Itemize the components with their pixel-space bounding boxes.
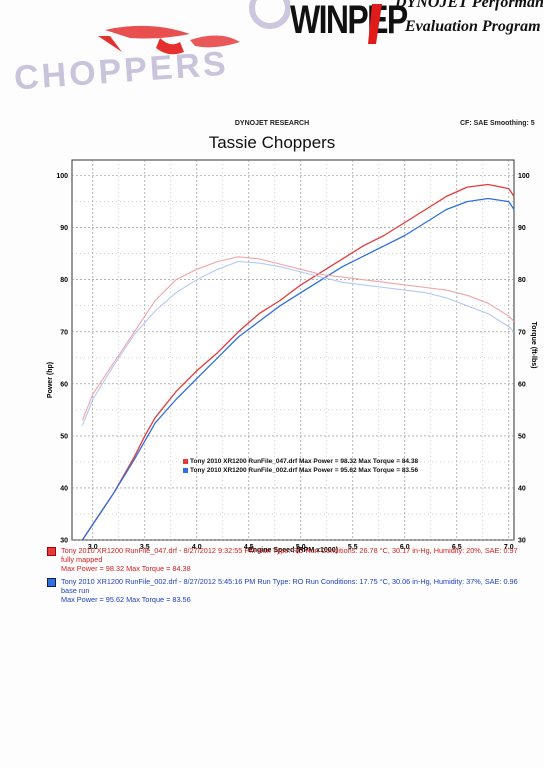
tvc-logo [98,0,290,55]
x-tick-label: 6.5 [452,544,462,551]
x-tick-label: 5.0 [296,544,306,551]
x-tick-label: 4.0 [192,544,202,551]
y-tick-label: 90 [60,225,68,232]
legend-text-run2: Tony 2010 XR1200 RunFile_002.drf Max Pow… [190,467,419,474]
plot-area [71,159,515,541]
y2-tick-label: 60 [518,381,526,388]
run2-checkbox-icon[interactable] [47,577,56,587]
run1-line1: Tony 2010 XR1200 RunFile_047.drf - 8/27/… [61,546,518,555]
winpep-accent [368,4,382,44]
x-tick-label: 6.0 [400,544,410,551]
series-run2-torque [81,260,515,426]
y2-tick-label: 30 [518,538,526,545]
y-tick-label: 100 [56,173,68,180]
legend-text-run1: Tony 2010 XR1200 RunFile_047.drf Max Pow… [190,458,419,465]
y2-axis-label: Torque (ft-lbs) [530,322,537,369]
series-run1-power [81,183,515,541]
run-detail-2[interactable]: Tony 2010 XR1200 RunFile_002.drf - 8/27/… [47,577,518,605]
x-tick-label: 5.5 [348,544,358,551]
legend-entry-run2: Tony 2010 XR1200 RunFile_002.drf Max Pow… [183,466,418,475]
axis-ticks: 3.0 3.5 4.0 4.5 5.0 5.5 6.0 6.5 7.0 30 30 40 40 50 50 6… [56,173,529,551]
winpep-logo: WINPEP [290,0,408,42]
run-detail-1[interactable]: Tony 2010 XR1200 RunFile_047.drf - 8/27/… [47,546,518,574]
chart-legend: Tony 2010 XR1200 RunFile_047.drf Max Pow… [183,457,418,475]
y-tick-label: 40 [60,485,68,492]
y2-tick-label: 80 [518,277,526,284]
data-series [81,183,515,541]
brand-line-1: DYNOJET Performance [395,0,544,11]
y-tick-label: 30 [60,538,68,545]
y2-tick-label: 40 [518,485,526,492]
dynojet-research-label: DYNOJET RESEARCH [234,120,310,127]
x-axis-label: Engine Speed (RPM x1000) [248,547,338,554]
grid [72,160,514,541]
x-tick-label: 4.5 [244,544,254,551]
chart-title: Tassie Choppers [208,133,336,152]
run2-line1: Tony 2010 XR1200 RunFile_002.drf - 8/27/… [61,576,518,586]
run2-line3: Max Power = 95.62 Max Torque = 83.56 [61,595,191,605]
x-tick-label: 7.0 [504,544,514,551]
brand-line-2: Evaluation Program [405,18,541,35]
y-tick-label: 70 [60,329,68,336]
run1-line3: Max Power = 98.32 Max Torque = 84.38 [61,564,191,574]
y2-tick-label: 90 [518,225,526,232]
legend-entry-run1: Tony 2010 XR1200 RunFile_047.drf Max Pow… [183,457,418,466]
y-tick-label: 60 [60,381,68,388]
series-run2-power [81,197,515,541]
legend-swatch-blue [183,468,188,473]
run-details: Tony 2010 XR1200 RunFile_047.drf - 8/27/… [47,546,518,607]
y-tick-label: 50 [60,433,68,440]
y2-tick-label: 70 [518,329,526,336]
run1-checkbox-icon[interactable] [47,547,56,556]
y-axis-label: Power (hp) [47,362,54,398]
series-run1-torque [81,256,515,421]
y2-tick-label: 50 [518,433,526,440]
x-tick-label: 3.0 [88,544,98,551]
legend-swatch-red [183,459,188,464]
run1-line2: fully mapped [61,555,103,565]
y-tick-label: 80 [60,277,68,284]
correction-factor-label: CF: SAE Smoothing: 5 [460,120,535,127]
y2-tick-label: 100 [518,173,530,180]
x-tick-label: 3.5 [140,544,150,551]
run2-line2: base run [61,585,90,595]
